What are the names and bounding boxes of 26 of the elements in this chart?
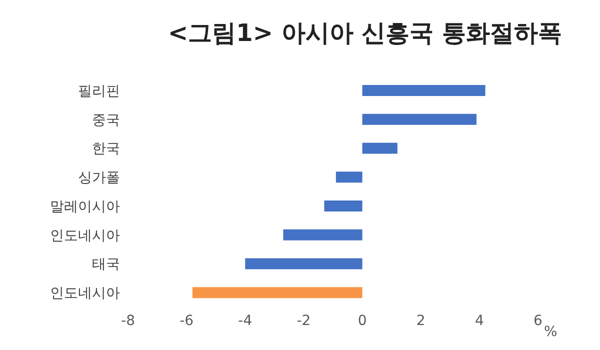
x-tick-label: 0 (358, 312, 367, 329)
y-tick-label: 태국 (92, 256, 120, 273)
y-tick-label: 한국 (92, 141, 120, 158)
x-axis-title: % (544, 324, 558, 340)
x-tick-label: -8 (121, 312, 135, 329)
bar (336, 172, 362, 183)
bar (362, 85, 486, 96)
bar (362, 114, 476, 125)
y-tick-label: 인도네시아 (50, 228, 120, 244)
bar (362, 142, 398, 154)
y-tick-label: 필리핀 (78, 83, 120, 100)
bar (245, 258, 362, 270)
y-tick-label: 싱가폴 (78, 170, 120, 186)
chart-title: <그림1> 아시아 신흥국 통화절하폭 (167, 18, 563, 49)
bar (324, 200, 362, 212)
x-tick-label: 6 (534, 312, 543, 329)
x-tick-label: 2 (416, 312, 426, 329)
x-tick-label: 4 (474, 312, 484, 329)
x-tick-label: -6 (180, 312, 194, 329)
y-tick-label: 중국 (92, 112, 120, 128)
bar (192, 287, 362, 298)
y-tick-label: 인도네시아 (50, 286, 120, 302)
y-tick-label: 말레이시아 (50, 198, 120, 215)
x-tick-label: -2 (296, 312, 311, 329)
x-tick-label: -4 (238, 312, 252, 329)
bar (283, 229, 362, 240)
